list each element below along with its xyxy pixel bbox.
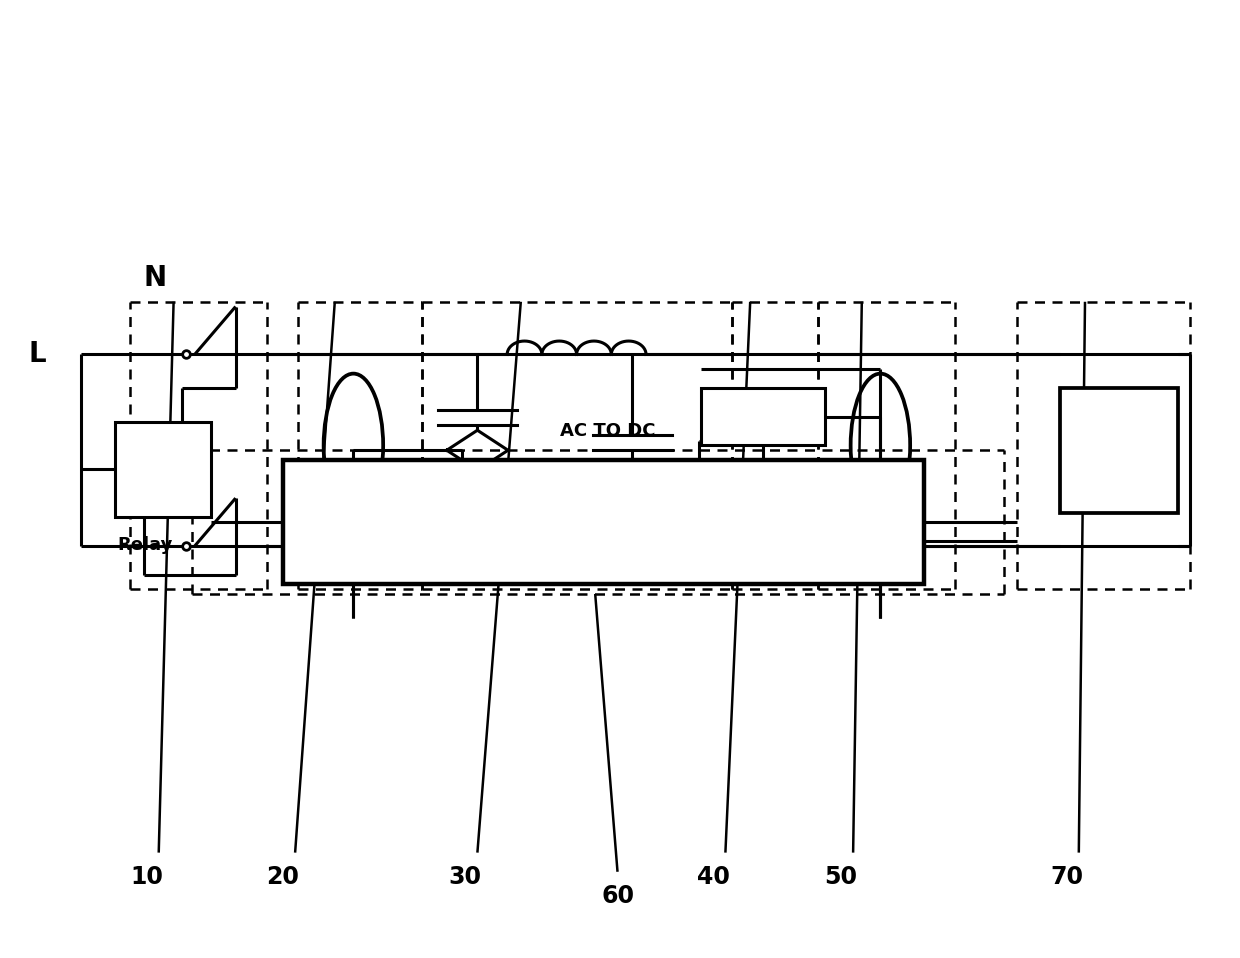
Text: 20: 20 (267, 864, 299, 889)
Text: L: L (29, 340, 46, 369)
Text: 40: 40 (697, 864, 729, 889)
Text: 10: 10 (130, 864, 162, 889)
Bar (1060, 388, 1178, 513)
Text: 60: 60 (601, 883, 634, 908)
Text: 50: 50 (825, 864, 857, 889)
Text: MCU: MCU (560, 506, 646, 538)
Bar (115, 422, 211, 517)
Text: 70: 70 (1050, 864, 1083, 889)
Bar (701, 388, 825, 445)
Text: N: N (144, 263, 166, 292)
Text: Load: Load (1089, 441, 1149, 460)
Text: 30: 30 (449, 864, 481, 889)
Text: AC TO DC: AC TO DC (559, 422, 656, 440)
Bar (283, 460, 924, 584)
Text: Relay: Relay (118, 536, 174, 555)
